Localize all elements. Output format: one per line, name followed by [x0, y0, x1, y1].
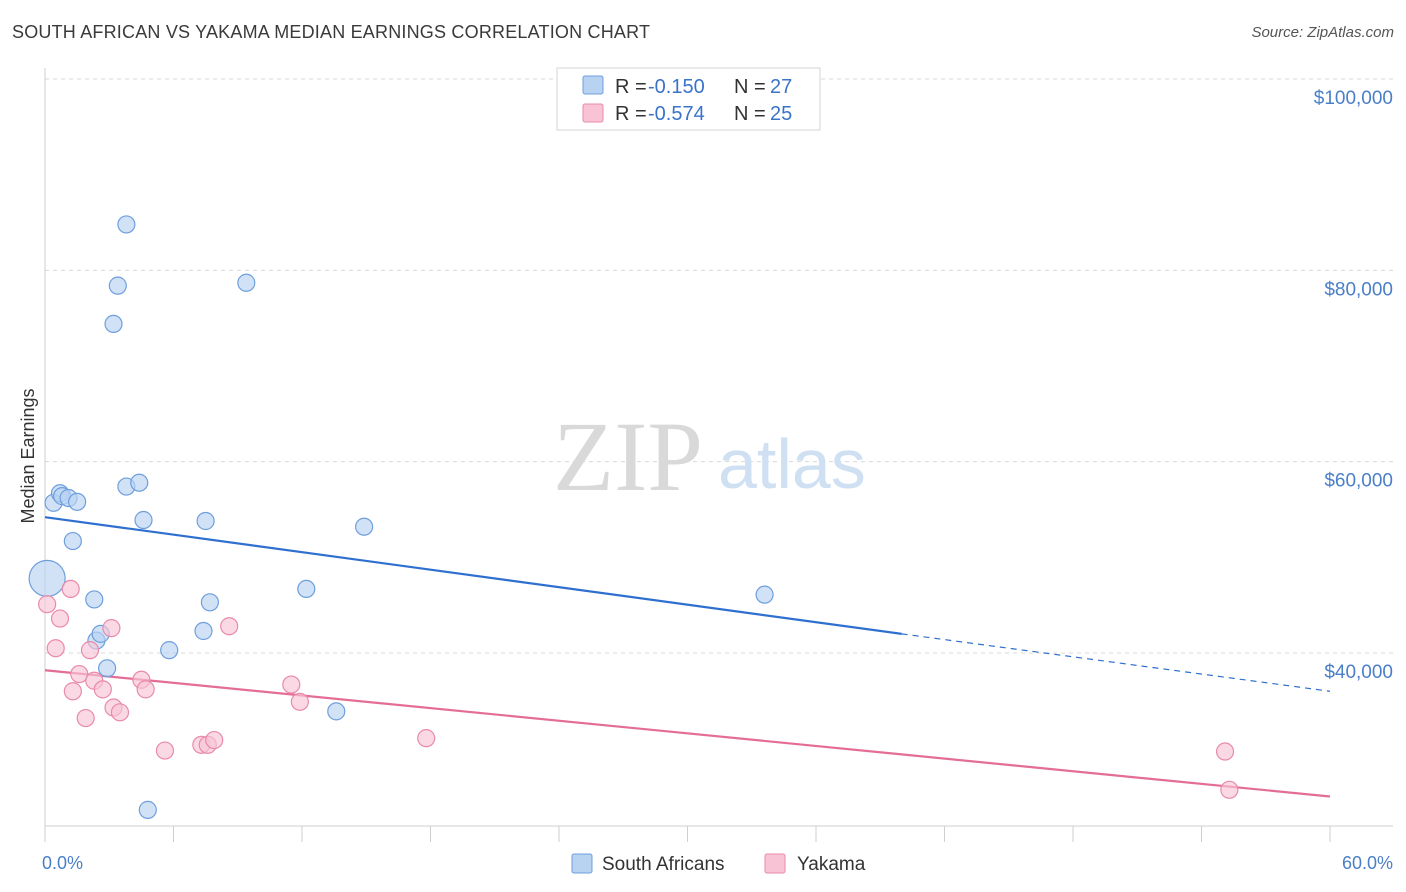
- point-yakama: [76, 708, 95, 728]
- data-points: [28, 215, 1239, 819]
- chart-title: SOUTH AFRICAN VS YAKAMA MEDIAN EARNINGS …: [12, 22, 651, 42]
- y-axis-label: Median Earnings: [18, 388, 38, 523]
- point-yakama: [136, 680, 155, 699]
- trend-line-yakama: [44, 669, 1331, 798]
- point-yakama: [38, 595, 57, 614]
- y-tick-label: $40,000: [1324, 662, 1393, 683]
- point-south-africans: [327, 702, 346, 721]
- x-tick-min: 0.0%: [42, 853, 83, 873]
- axes: [44, 68, 1393, 842]
- legend-n-label-blue: N =: [734, 76, 766, 98]
- point-yakama: [417, 729, 436, 748]
- series-legend: South Africans Yakama: [571, 853, 866, 875]
- point-south-africans: [200, 593, 220, 612]
- point-south-africans: [98, 659, 117, 678]
- legend-swatch-pink: [582, 103, 604, 123]
- point-yakama: [290, 692, 309, 711]
- point-yakama: [50, 609, 70, 628]
- point-yakama: [1215, 742, 1235, 761]
- point-south-africans: [196, 511, 215, 531]
- source-label: Source: ZipAtlas.com: [1251, 24, 1394, 41]
- series-label-yakama: Yakama: [797, 854, 866, 875]
- y-tick-label: $60,000: [1324, 471, 1393, 492]
- point-yakama: [220, 617, 239, 636]
- point-south-africans: [104, 314, 123, 334]
- point-south-africans: [160, 641, 179, 660]
- point-south-africans: [237, 273, 256, 292]
- y-tick-label: $100,000: [1314, 88, 1393, 109]
- point-yakama: [155, 741, 175, 760]
- legend-n-label-pink: N =: [734, 103, 766, 125]
- grid-lines: [45, 78, 1393, 654]
- point-yakama: [80, 641, 100, 660]
- point-south-africans: [194, 621, 213, 641]
- point-yakama: [46, 639, 65, 658]
- point-south-africans: [85, 590, 104, 609]
- point-yakama: [1220, 780, 1239, 799]
- series-label-south-africans: South Africans: [602, 854, 725, 875]
- point-yakama: [63, 682, 82, 701]
- y-tick-label: $80,000: [1324, 279, 1393, 300]
- watermark-atlas: atlas: [718, 425, 866, 503]
- point-yakama: [205, 730, 224, 750]
- point-yakama: [70, 664, 89, 684]
- legend-r-blue: -0.150: [648, 76, 705, 98]
- legend-n-pink: 25: [770, 103, 792, 125]
- point-south-africans: [355, 517, 374, 536]
- point-south-africans: [117, 215, 136, 234]
- point-yakama: [282, 675, 301, 694]
- point-yakama: [110, 703, 130, 722]
- trend-line-south-africans: [44, 516, 902, 635]
- point-south-africans: [108, 276, 127, 295]
- point-south-africans: [28, 559, 66, 597]
- point-south-africans: [297, 579, 316, 599]
- point-south-africans: [755, 585, 774, 604]
- legend-r-label-pink: R =: [615, 103, 647, 125]
- y-tick-labels: $40,000 $60,000 $80,000 $100,000: [1314, 88, 1393, 683]
- point-south-africans: [63, 531, 82, 551]
- series-swatch-south-africans: [571, 853, 593, 874]
- legend-r-label-blue: R =: [615, 76, 647, 98]
- point-yakama: [102, 619, 121, 638]
- point-south-africans: [68, 492, 87, 511]
- trend-line-extension: [901, 633, 1331, 692]
- point-south-africans: [138, 800, 157, 819]
- point-yakama: [61, 579, 80, 599]
- series-swatch-yakama: [764, 853, 786, 874]
- watermark-zip: ZIP: [553, 401, 703, 512]
- correlation-legend: R = -0.150 N = 27 R = -0.574 N = 25: [556, 67, 821, 131]
- legend-swatch-blue: [582, 75, 604, 95]
- legend-r-pink: -0.574: [648, 103, 705, 125]
- x-tick-max: 60.0%: [1342, 853, 1393, 873]
- point-south-africans: [134, 510, 153, 530]
- point-south-africans: [130, 473, 149, 492]
- point-yakama: [93, 680, 112, 699]
- legend-n-blue: 27: [770, 76, 792, 98]
- trend-lines: [44, 516, 1331, 798]
